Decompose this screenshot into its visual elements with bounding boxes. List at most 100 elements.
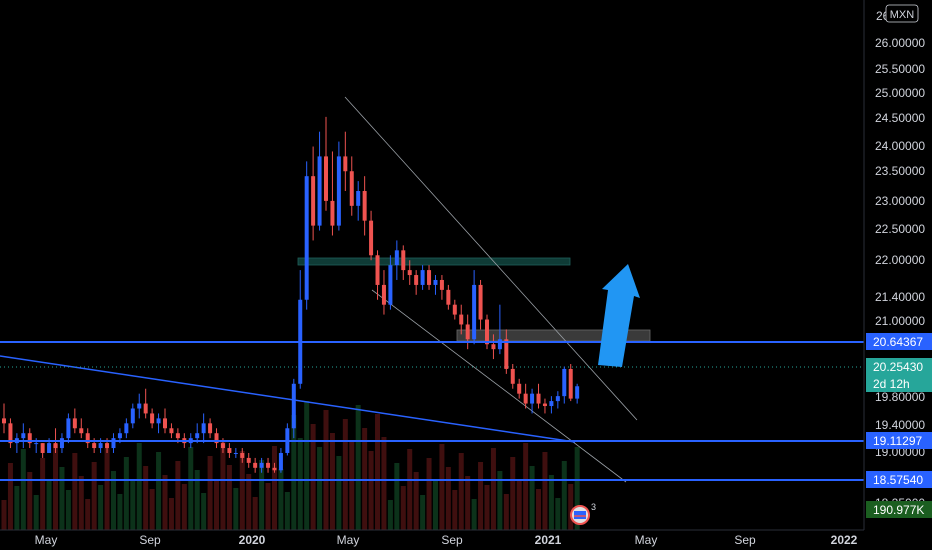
candle-body[interactable] (2, 418, 6, 424)
candle-body[interactable] (381, 284, 386, 305)
candle-body[interactable] (407, 270, 412, 276)
candle-body[interactable] (40, 443, 45, 453)
candle-body[interactable] (427, 270, 432, 285)
volume-bar (181, 484, 187, 530)
candle-body[interactable] (272, 467, 277, 471)
candle-body[interactable] (240, 452, 245, 458)
candle-body[interactable] (150, 413, 155, 424)
candle-body[interactable] (92, 443, 97, 449)
candle-body[interactable] (575, 386, 580, 399)
candle-body[interactable] (278, 452, 283, 471)
candle-body[interactable] (414, 275, 419, 285)
candle-body[interactable] (452, 304, 457, 315)
candle-body[interactable] (291, 383, 296, 429)
candle-body[interactable] (214, 433, 219, 444)
candle-body[interactable] (530, 393, 535, 404)
candle-body[interactable] (465, 324, 470, 340)
candle-body[interactable] (163, 418, 167, 429)
candle-body[interactable] (375, 255, 380, 285)
candle-body[interactable] (227, 448, 232, 453)
candle-body[interactable] (388, 265, 393, 305)
candle-body[interactable] (175, 433, 180, 439)
candle-body[interactable] (311, 176, 316, 226)
candle-body[interactable] (208, 423, 213, 434)
candle-body[interactable] (21, 433, 26, 439)
candle-body[interactable] (497, 339, 502, 350)
candle-body[interactable] (98, 443, 103, 449)
candle-body[interactable] (562, 368, 567, 397)
candle-body[interactable] (233, 452, 238, 454)
candle-body[interactable] (117, 433, 122, 439)
candle-body[interactable] (72, 418, 77, 429)
economic-events-icon[interactable]: 3 (570, 502, 596, 525)
candle-body[interactable] (317, 156, 322, 226)
support-resistance-zone[interactable] (297, 257, 571, 266)
volume-bar (220, 442, 226, 530)
candle-body[interactable] (555, 396, 560, 402)
candle-body[interactable] (504, 339, 509, 369)
candle-body[interactable] (143, 403, 148, 414)
candle-body[interactable] (330, 200, 335, 226)
candle-body[interactable] (130, 408, 135, 424)
candle-body[interactable] (201, 423, 206, 434)
candle-body[interactable] (137, 403, 142, 409)
candle-body[interactable] (59, 438, 64, 449)
candle-body[interactable] (124, 423, 129, 434)
channel-trendline[interactable] (371, 289, 627, 483)
candle-body[interactable] (356, 191, 361, 206)
candle-body[interactable] (343, 156, 348, 172)
candle-body[interactable] (253, 462, 258, 468)
candle-body[interactable] (259, 462, 264, 468)
candle-body[interactable] (349, 171, 354, 206)
candle-body[interactable] (401, 250, 406, 271)
candle-body[interactable] (459, 314, 464, 325)
candle-body[interactable] (517, 383, 522, 394)
volume-bar (490, 448, 496, 530)
candle-body[interactable] (53, 443, 58, 449)
long-term-trendline[interactable] (0, 355, 576, 443)
candle-body[interactable] (549, 401, 554, 407)
candle-body[interactable] (510, 368, 515, 384)
candle-body[interactable] (105, 443, 110, 449)
candle-body[interactable] (27, 433, 32, 444)
candle-body[interactable] (536, 393, 541, 404)
candle-body[interactable] (66, 418, 71, 439)
candle-body[interactable] (266, 462, 271, 468)
candle-body[interactable] (362, 191, 367, 221)
candle-body[interactable] (8, 423, 13, 444)
candle-body[interactable] (304, 176, 309, 300)
candle-body[interactable] (433, 279, 438, 285)
volume-bar (548, 475, 554, 530)
candle-body[interactable] (324, 156, 328, 201)
candle-body[interactable] (523, 393, 528, 404)
candle-body[interactable] (491, 344, 496, 350)
candle-body[interactable] (34, 443, 39, 445)
candle-body[interactable] (568, 368, 573, 399)
candle-body[interactable] (47, 443, 52, 453)
candle-body[interactable] (336, 156, 341, 226)
countdown-tag-text: 2d 12h (873, 377, 910, 391)
candle-body[interactable] (420, 270, 425, 285)
candle-body[interactable] (485, 319, 489, 345)
candle-body[interactable] (369, 220, 374, 256)
volume-bar (33, 495, 39, 530)
candle-body[interactable] (111, 438, 116, 449)
candle-body[interactable] (169, 428, 174, 434)
volume-bar (420, 495, 426, 530)
candle-body[interactable] (156, 418, 161, 424)
candle-body[interactable] (472, 284, 477, 340)
channel-trendline[interactable] (344, 96, 638, 421)
candle-body[interactable] (446, 289, 451, 305)
candle-body[interactable] (478, 284, 483, 320)
candle-body[interactable] (394, 250, 399, 266)
candle-body[interactable] (220, 443, 225, 449)
candle-body[interactable] (79, 428, 84, 434)
candle-body[interactable] (195, 433, 200, 439)
candle-body[interactable] (246, 457, 251, 463)
candle-body[interactable] (542, 403, 547, 407)
candle-body[interactable] (85, 433, 90, 444)
bullish-arrow[interactable] (598, 264, 640, 367)
candle-body[interactable] (439, 279, 444, 290)
currency-badge[interactable] (885, 4, 919, 23)
